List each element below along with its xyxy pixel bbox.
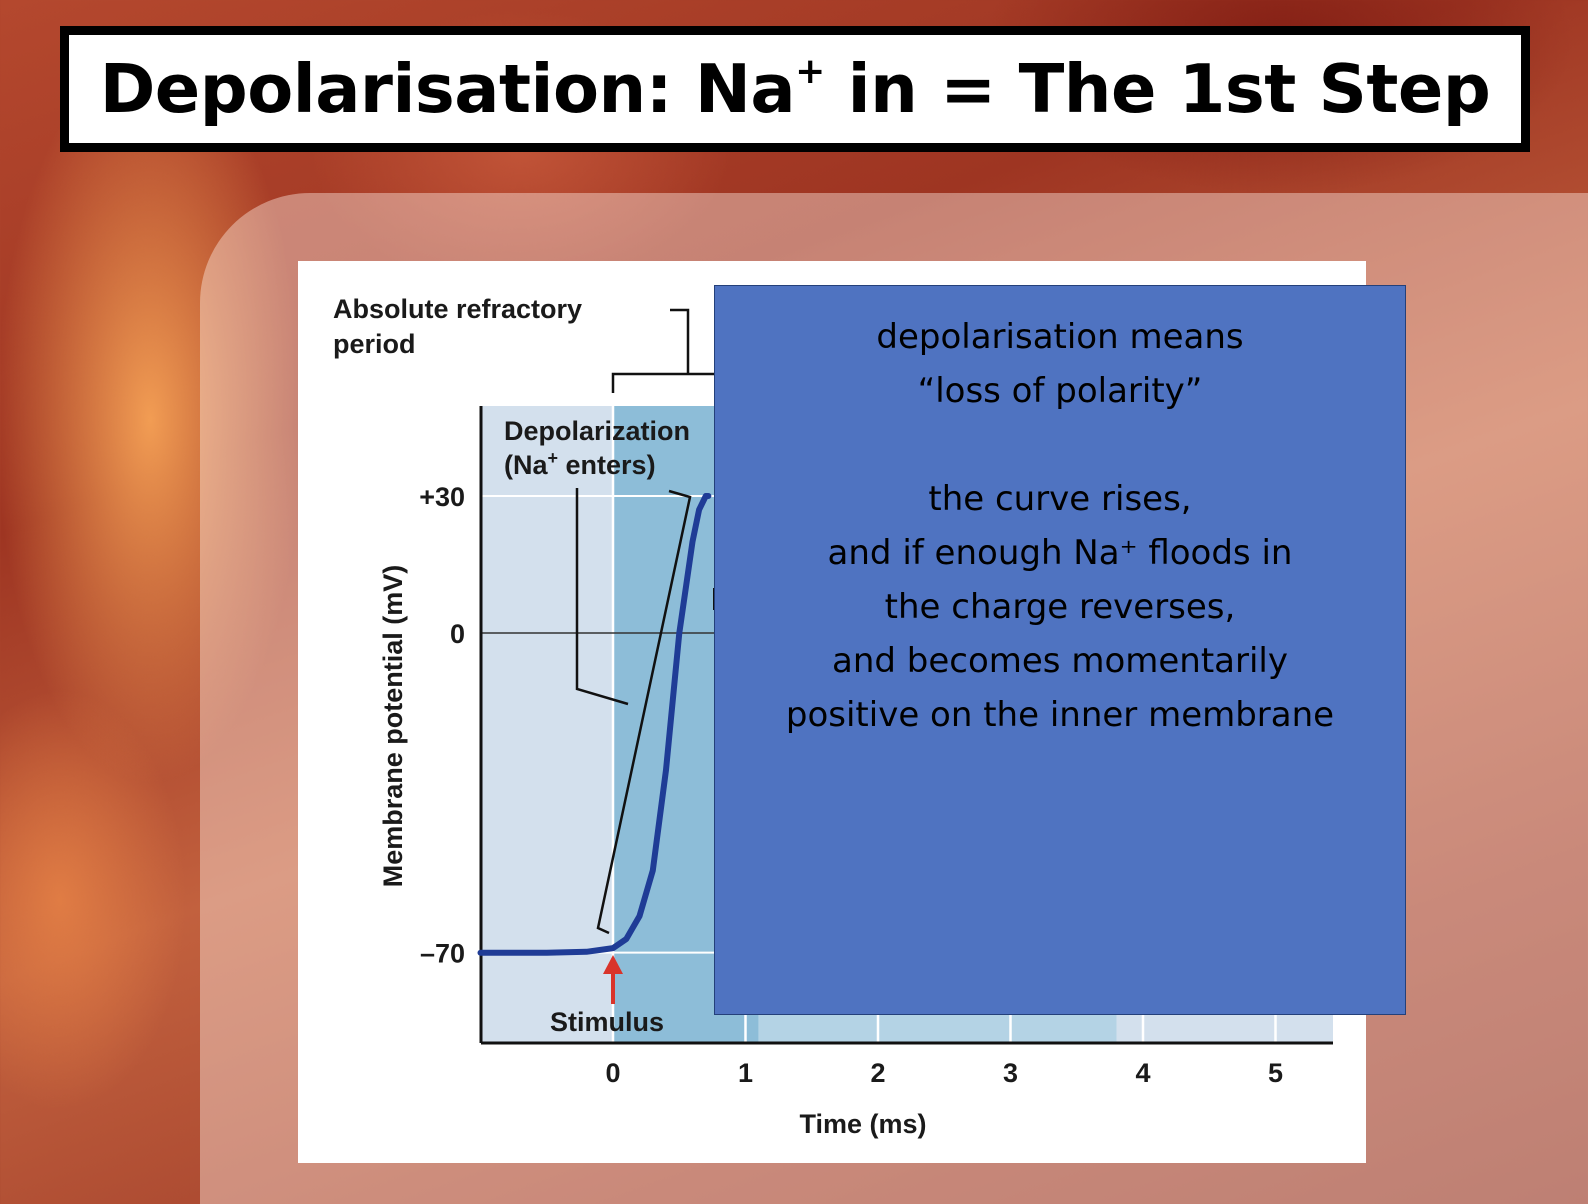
title-text-prefix: Depolarisation: Na	[99, 50, 796, 128]
refractory-bracket	[611, 308, 718, 393]
note-line	[715, 418, 1405, 472]
stimulus-label: Stimulus	[550, 1007, 664, 1037]
resting-region	[481, 406, 613, 1043]
explanation-note: depolarisation means “loss of polarity” …	[714, 285, 1406, 1015]
x-tick-label: 2	[870, 1058, 885, 1088]
slide-title: Depolarisation: Na+ in = The 1st Step	[100, 50, 1491, 128]
absolute-refractory-label-2: period	[333, 329, 416, 359]
y-tick-label: +30	[419, 482, 465, 512]
title-superscript: +	[795, 50, 825, 92]
y-tick-label: –70	[420, 939, 465, 969]
note-line: and becomes momentarily	[832, 641, 1288, 681]
note-line: the curve rises,	[928, 479, 1192, 519]
x-tick-label: 5	[1268, 1058, 1283, 1088]
depolarization-pointer	[575, 488, 629, 706]
x-tick-label: 4	[1135, 1058, 1150, 1088]
y-tick-label: 0	[450, 619, 465, 649]
x-tick-label: 0	[605, 1058, 620, 1088]
x-tick-label: 3	[1003, 1058, 1018, 1088]
note-line: depolarisation means	[876, 317, 1244, 357]
note-line: positive on the inner membrane	[785, 695, 1335, 735]
note-line: “loss of polarity”	[917, 371, 1203, 411]
stimulus-arrow-head	[603, 955, 623, 974]
x-tick-label: 1	[738, 1058, 753, 1088]
depolarization-bracket	[596, 489, 692, 935]
depolarization-label: Depolarization	[504, 416, 690, 446]
note-line: and if enough Na⁺ floods in	[827, 533, 1293, 573]
absolute-refractory-label: Absolute refractory	[333, 294, 582, 324]
title-text-suffix: in = The 1st Step	[824, 50, 1491, 128]
slide-title-box: Depolarisation: Na+ in = The 1st Step	[60, 26, 1530, 152]
x-axis-label: Time (ms)	[799, 1109, 926, 1139]
membrane-potential-curve	[477, 493, 712, 956]
note-line: the charge reverses,	[884, 587, 1236, 627]
depolarization-label-2: (Na+ enters)	[504, 448, 656, 480]
y-axis-label: Membrane potential (mV)	[378, 565, 408, 888]
